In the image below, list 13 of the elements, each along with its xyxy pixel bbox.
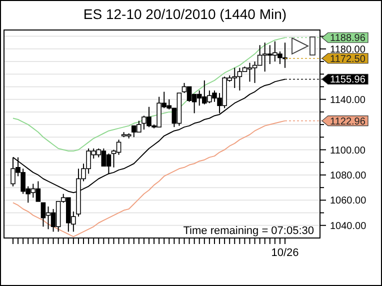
- x-tick-label: 10/26: [271, 247, 299, 259]
- y-tick-label: 1100.00: [330, 145, 366, 156]
- annotation: 1172.50: [330, 54, 366, 65]
- y-tick-label: 1080.00: [330, 170, 367, 182]
- chart-title: ES 12-10 20/10/2010 (1440 Min): [83, 6, 287, 22]
- y-tick-label: 1180.00: [330, 44, 366, 56]
- annotation: Time remaining = 07:05:30: [183, 225, 314, 237]
- y-tick-label: 1140.00: [330, 94, 366, 106]
- data-label: 1155.96: [330, 74, 366, 86]
- data-label: 1122.96: [330, 116, 366, 128]
- y-tick-label: 1060.00: [330, 196, 367, 207]
- y-tick-label: 1040.00: [330, 220, 367, 232]
- data-label: 1188.96: [330, 33, 366, 44]
